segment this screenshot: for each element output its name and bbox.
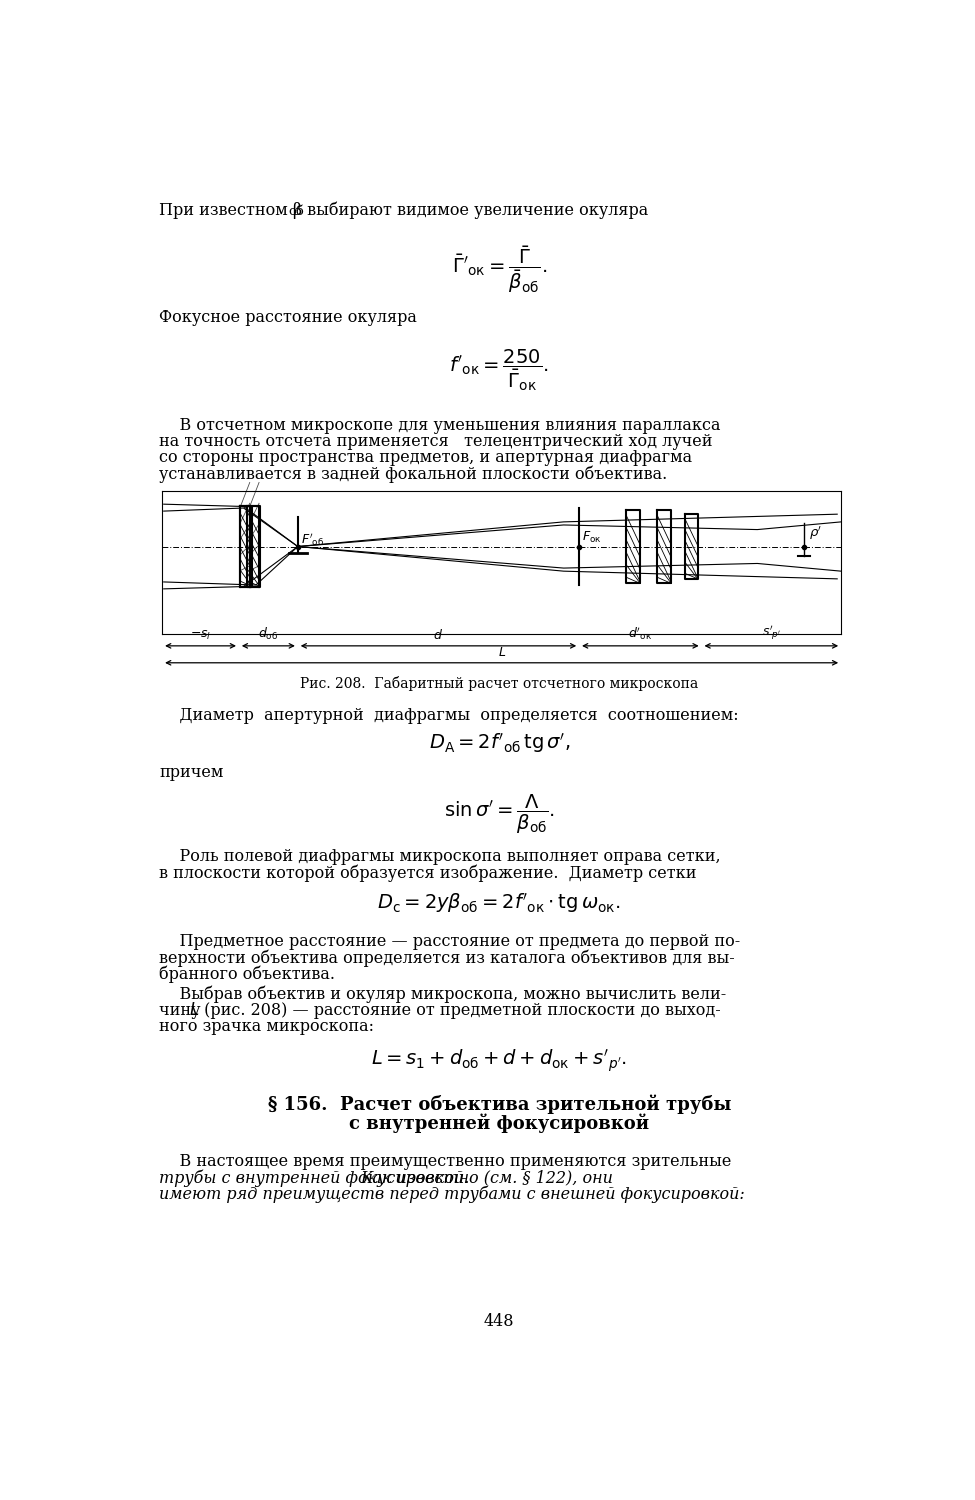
Text: трубы с внутренней фокусировкой.: трубы с внутренней фокусировкой. [159,1170,475,1186]
Text: При известном β: При известном β [159,201,302,219]
Text: $L = s_1 + d_{\mathrm{об}} + d + d_{\mathrm{ок}} + s'_{p'}.$: $L = s_1 + d_{\mathrm{об}} + d + d_{\mat… [371,1047,627,1074]
Text: (рис. 208) — расстояние от предметной плоскости до выход-: (рис. 208) — расстояние от предметной пл… [199,1002,722,1019]
Text: устанавливается в задней фокальной плоскости объектива.: устанавливается в задней фокальной плоск… [159,465,667,483]
Text: Роль полевой диафрагмы микроскопа выполняет оправа сетки,: Роль полевой диафрагмы микроскопа выполн… [159,849,721,865]
Text: чину: чину [159,1002,206,1019]
Text: $L$: $L$ [188,1002,199,1019]
Text: $D_{\mathrm{A}} = 2f'_{\mathrm{об}}\,\mathrm{tg}\,\sigma',$: $D_{\mathrm{A}} = 2f'_{\mathrm{об}}\,\ma… [429,732,570,756]
Text: $s'_{p'}$: $s'_{p'}$ [761,624,781,642]
Text: § 156.  Расчет объектива зрительной трубы: § 156. Расчет объектива зрительной трубы [267,1095,731,1114]
Text: 448: 448 [484,1314,515,1330]
Text: $F_{\mathrm{ок}}$: $F_{\mathrm{ок}}$ [582,530,602,544]
Text: Диаметр  апертурной  диафрагмы  определяется  соотношением:: Диаметр апертурной диафрагмы определяетс… [159,706,739,723]
Text: об: об [289,206,304,219]
Text: Как известно (см. § 122), они: Как известно (см. § 122), они [361,1170,613,1186]
Text: причем: причем [159,764,223,780]
Text: ного зрачка микроскопа:: ного зрачка микроскопа: [159,1019,374,1035]
Text: с внутренней фокусировкой: с внутренней фокусировкой [349,1113,649,1132]
Text: имеют ряд преимуществ перед трубами с внешней фокусировкой:: имеют ряд преимуществ перед трубами с вн… [159,1185,745,1203]
Text: В настоящее время преимущественно применяются зрительные: В настоящее время преимущественно примен… [159,1154,731,1170]
Text: выбирают видимое увеличение окуляра: выбирают видимое увеличение окуляра [301,201,648,219]
Text: на точность отсчета применяется   телецентрический ход лучей: на точность отсчета применяется телецент… [159,433,713,450]
Text: $F'_{\mathrm{об}}$: $F'_{\mathrm{об}}$ [301,531,324,548]
Text: $\sin\sigma' = \dfrac{\Lambda}{\beta_{\mathrm{об}}}.$: $\sin\sigma' = \dfrac{\Lambda}{\beta_{\m… [444,794,555,836]
Text: $L$: $L$ [497,646,506,658]
Text: $D_{\mathrm{c}} = 2y\beta_{\mathrm{об}} = 2f'_{\mathrm{ок}}\cdot\mathrm{tg}\,\om: $D_{\mathrm{c}} = 2y\beta_{\mathrm{об}} … [377,891,621,915]
Text: Выбрав объектив и окуляр микроскопа, можно вычислить вели-: Выбрав объектив и окуляр микроскопа, мож… [159,986,726,1004]
Text: верхности объектива определяется из каталога объективов для вы-: верхности объектива определяется из ката… [159,950,735,966]
Text: бранного объектива.: бранного объектива. [159,966,335,982]
Text: со стороны пространства предметов, и апертурная диафрагма: со стороны пространства предметов, и апе… [159,450,692,466]
Text: $d$: $d$ [434,628,444,642]
Text: $d_{\mathrm{об}}$: $d_{\mathrm{об}}$ [258,626,279,642]
Text: $f'_{\mathrm{ок}} = \dfrac{250}{\bar{\Gamma}_{\mathrm{ок}}}.$: $f'_{\mathrm{ок}} = \dfrac{250}{\bar{\Ga… [449,348,549,393]
Text: Фокусное расстояние окуляра: Фокусное расстояние окуляра [159,309,417,327]
Text: В отсчетном микроскопе для уменьшения влияния параллакса: В отсчетном микроскопе для уменьшения вл… [159,417,721,434]
Text: в плоскости которой образуется изображение.  Диаметр сетки: в плоскости которой образуется изображен… [159,864,696,882]
Text: $d'_{\mathrm{ок}}$: $d'_{\mathrm{ок}}$ [628,626,652,642]
Text: Предметное расстояние — расстояние от предмета до первой по-: Предметное расстояние — расстояние от пр… [159,933,740,950]
Text: $\rho'$: $\rho'$ [808,525,822,543]
Text: Рис. 208.  Габаритный расчет отсчетного микроскопа: Рис. 208. Габаритный расчет отсчетного м… [300,676,698,692]
Text: $-s_l$: $-s_l$ [190,628,212,642]
Text: $\bar{\Gamma}'_{\mathrm{ок}} = \dfrac{\bar{\Gamma}}{\bar{\beta}_{\mathrm{об}}}.$: $\bar{\Gamma}'_{\mathrm{ок}} = \dfrac{\b… [451,244,547,296]
